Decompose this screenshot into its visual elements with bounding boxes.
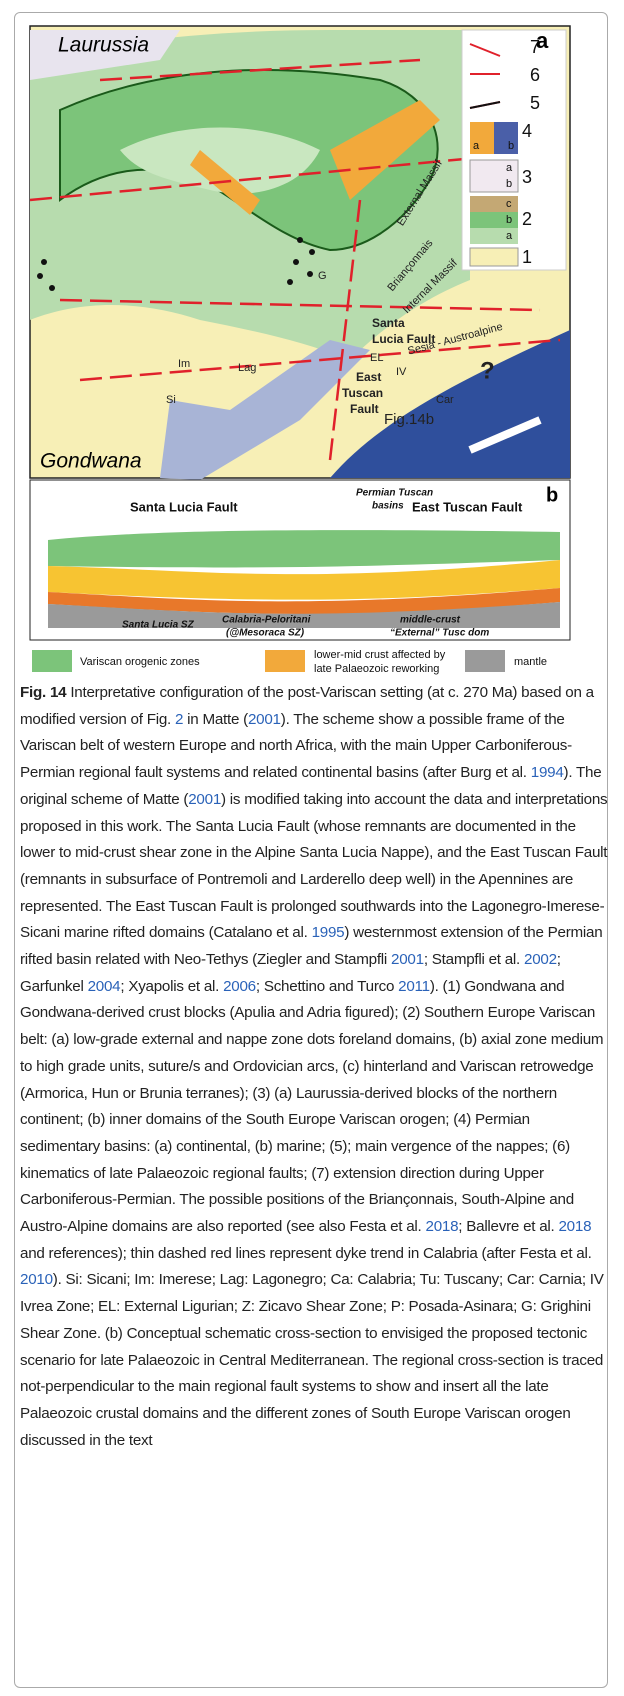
- laurussia-block: [30, 30, 180, 80]
- legend-part: b: [508, 140, 514, 152]
- section-label: middle-crust: [400, 615, 461, 626]
- caption-text: Interpretative configuration of the post…: [20, 684, 594, 728]
- citation-link[interactable]: 2001: [391, 951, 424, 969]
- caption-text: ). (1) Gondwana and Gondwana-derived cru…: [20, 977, 604, 1236]
- region-label: Laurussia: [58, 34, 149, 57]
- caption-text: ) westernmost extension of the Permian r…: [20, 924, 603, 969]
- legend-number: 1: [522, 247, 532, 267]
- legend-part: b: [506, 178, 512, 190]
- citation-link[interactable]: 2004: [87, 977, 121, 995]
- citation-link[interactable]: 1995: [311, 924, 345, 942]
- legend-label: lower-mid crust affected by: [314, 649, 446, 661]
- panel-label: a: [536, 28, 549, 53]
- caption-text: ; Schettino and Turco: [255, 977, 399, 995]
- panel-label: b: [546, 484, 558, 506]
- legend-swatch: [470, 196, 518, 212]
- place-label: Tuscan: [342, 386, 383, 400]
- legend-label: late Palaeozoic reworking: [314, 663, 439, 675]
- region-label: Gondwana: [40, 450, 142, 473]
- section-layer: [48, 588, 560, 615]
- legend-number: 4: [522, 121, 532, 141]
- legend-number: 6: [530, 65, 540, 85]
- figure: 7 6 5 4 3 2 1 a b a b c b a a Laurussia …: [29, 25, 571, 675]
- legend-swatch: [469, 247, 519, 267]
- section-layer: [48, 530, 560, 568]
- legend-swatch: [265, 650, 305, 672]
- section-label: East Tuscan Fault: [412, 499, 523, 514]
- place-label: G: [318, 270, 327, 282]
- legend-swatch: [494, 122, 518, 154]
- marine-basin: [160, 340, 370, 480]
- citation-link[interactable]: 2001: [247, 710, 281, 728]
- place-label: IV: [396, 366, 407, 378]
- place-label: Lucia Fault: [372, 332, 435, 346]
- citation-link[interactable]: 2018: [558, 1218, 592, 1236]
- citation-link[interactable]: 2010: [20, 1271, 53, 1289]
- legend-swatch: [470, 228, 518, 244]
- citation-link[interactable]: 2002: [524, 951, 557, 969]
- section-label: Permian Tuscan: [356, 488, 433, 499]
- legend-label: Variscan orogenic zones: [80, 656, 200, 668]
- place-label: East: [356, 370, 381, 384]
- section-label: (@Mesoraca SZ): [226, 628, 305, 639]
- permian-basin: [330, 100, 440, 200]
- legend-number: 7: [530, 37, 540, 57]
- caption-text: ). The scheme show a possible frame of t…: [20, 710, 572, 782]
- caption-text: ). The original scheme of Matte (: [20, 764, 602, 808]
- place-label: Fault: [350, 402, 379, 416]
- legend-swatch: [32, 650, 72, 672]
- citation-link[interactable]: 2011: [398, 977, 430, 995]
- caption-text: ; Xyapolis et al.: [120, 977, 224, 995]
- legend-swatch: [470, 122, 494, 154]
- section-label: Santa Lucia Fault: [130, 499, 238, 514]
- legend-number: 5: [530, 93, 540, 113]
- legend-swatch: [465, 650, 505, 672]
- legend-part: a: [506, 162, 513, 174]
- caption-text: ). Si: Sicani; Im: Imerese; Lag: Lagoneg…: [20, 1271, 604, 1449]
- foreland-dots: [37, 237, 315, 291]
- section-label: basins: [372, 501, 404, 512]
- legend-swatch: [469, 159, 519, 193]
- place-label: Si: [166, 394, 176, 406]
- caption-text: ; Ballevre et al.: [458, 1218, 559, 1236]
- place-label: Santa: [372, 316, 405, 330]
- place-label: Im: [178, 358, 190, 370]
- section-layer: [48, 560, 560, 600]
- place-label: ?: [480, 357, 495, 384]
- section-label: Calabria-Peloritani: [222, 615, 311, 626]
- section-label: “External” Tusc dom: [390, 628, 489, 639]
- caption-text: ; Stampfli et al.: [423, 951, 524, 969]
- place-label: EL: [370, 352, 383, 364]
- place-label: Car: [436, 394, 454, 406]
- caption-text: ; Garfunkel: [20, 951, 561, 995]
- caption-text: and references); thin dashed red lines r…: [20, 1244, 592, 1262]
- citation-link[interactable]: 2006: [223, 977, 256, 995]
- legend-symbol: [469, 101, 501, 109]
- legend-part: a: [506, 230, 513, 242]
- citation-link[interactable]: 2001: [188, 790, 222, 808]
- legend-part: a: [473, 140, 480, 152]
- section-label: Santa Lucia SZ: [122, 620, 195, 631]
- citation-link[interactable]: 1994: [530, 764, 564, 782]
- legend-number: 2: [522, 209, 532, 229]
- section-layer: [48, 602, 560, 628]
- caption: Fig. 14 Interpretative configuration of …: [20, 680, 610, 1690]
- caption-label: Fig. 14: [20, 684, 67, 701]
- legend-part: b: [506, 214, 512, 226]
- legend-part: c: [506, 198, 512, 210]
- sea: [330, 330, 570, 478]
- caption-text: ) is modified taking into account the da…: [20, 790, 608, 942]
- figure-frame: [14, 12, 608, 1688]
- place-label: Lag: [238, 362, 256, 374]
- citation-link[interactable]: 2: [174, 710, 184, 728]
- legend-number: 3: [522, 167, 532, 187]
- legend-swatch: [470, 212, 518, 228]
- caption-text: in Matte (: [183, 710, 248, 728]
- legend-label: mantle: [514, 656, 547, 668]
- citation-link[interactable]: 2018: [425, 1218, 459, 1236]
- fault-line: [29, 58, 561, 461]
- arrow: [468, 416, 542, 454]
- place-label: Fig.14b: [384, 411, 434, 428]
